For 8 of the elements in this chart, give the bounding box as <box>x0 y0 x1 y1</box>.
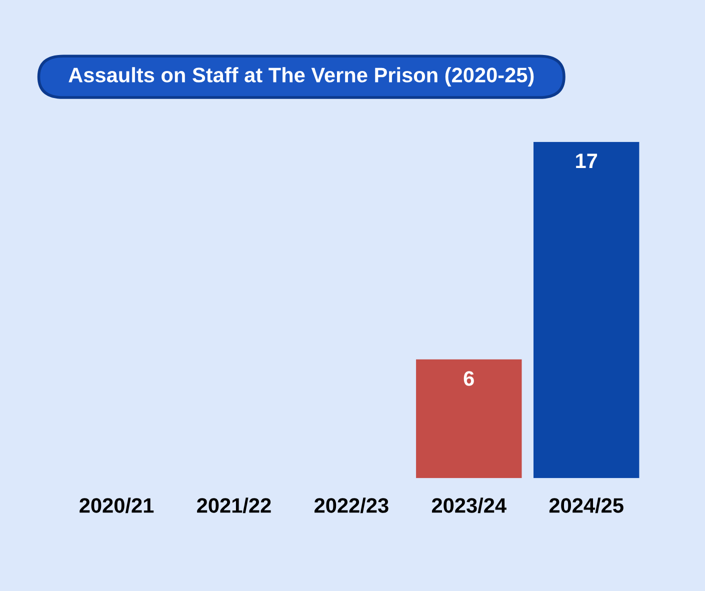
x-tick-label: 2021/22 <box>197 498 271 514</box>
data-label: 6 <box>464 371 474 386</box>
x-tick-label: 2020/21 <box>80 498 154 514</box>
data-label: 17 <box>576 154 598 168</box>
chart-title: Assaults on Staff at The Verne Prison (2020-25) <box>68 67 534 87</box>
x-tick-label: 2022/23 <box>314 498 388 514</box>
x-tick-label: 2023/24 <box>432 498 506 514</box>
x-tick-label: 2024/25 <box>549 498 624 514</box>
